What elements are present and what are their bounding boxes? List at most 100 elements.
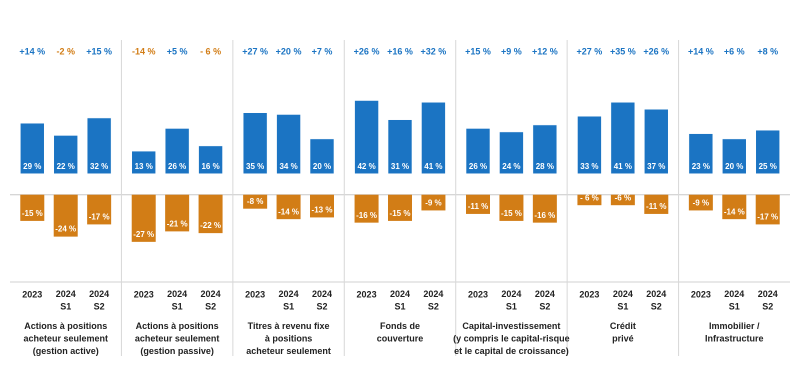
positive-label: 32 %	[90, 162, 108, 171]
positive-label: 16 %	[201, 162, 219, 171]
negative-bar	[198, 194, 223, 234]
net-label: - 6 %	[200, 46, 221, 56]
positive-label: 22 %	[57, 162, 75, 171]
period-label: 2023	[134, 289, 154, 299]
period-label: 2024 S2	[646, 289, 666, 312]
negative-label: -14 %	[278, 207, 299, 216]
period-label: 2023	[357, 289, 377, 299]
positive-bar	[421, 101, 446, 175]
net-label: +14 %	[688, 46, 714, 56]
period-label: 2024 S2	[535, 289, 555, 312]
net-label: -2 %	[56, 46, 75, 56]
positive-bar	[465, 128, 491, 175]
positive-bar	[721, 138, 747, 175]
group-label: Actions à positions acheteur seulement (ge…	[23, 321, 108, 356]
negative-label: - 6 %	[580, 193, 599, 202]
negative-label: -11 %	[468, 202, 488, 211]
net-label: +12 %	[532, 46, 558, 56]
negative-label: -13 %	[312, 206, 333, 215]
net-label: +6 %	[724, 46, 745, 56]
net-label: +15 %	[86, 46, 112, 56]
positive-label: 33 %	[580, 162, 598, 171]
positive-label: 35 %	[246, 162, 264, 171]
period-label: 2023	[468, 289, 488, 299]
negative-label: -24 %	[55, 225, 76, 234]
net-label: +5 %	[167, 46, 188, 56]
positive-bar	[643, 108, 669, 175]
period-label: 2023	[691, 289, 711, 299]
period-label: 2024 S1	[279, 289, 299, 312]
positive-bar	[19, 122, 45, 175]
group-label: Actions à positions acheteur seulement (ge…	[135, 321, 220, 356]
period-label: 2024 S2	[89, 289, 109, 312]
positive-label: 41 %	[424, 162, 442, 171]
positive-bar	[242, 112, 268, 175]
negative-label: -27 %	[133, 230, 154, 239]
period-label: 2024 S1	[613, 289, 633, 312]
negative-label: -15 %	[22, 209, 43, 218]
negative-bar	[243, 194, 268, 209]
negative-label: -14 %	[724, 207, 745, 216]
positive-label: 37 %	[647, 162, 665, 171]
negative-bar	[421, 194, 446, 211]
positive-label: 31 %	[391, 162, 409, 171]
negative-bar	[310, 194, 334, 218]
negative-label: -17 %	[89, 213, 110, 222]
positive-bar	[755, 129, 781, 175]
negative-label: -15 %	[501, 209, 522, 218]
period-label: 2024 S1	[724, 289, 744, 312]
net-label: +32 %	[421, 46, 447, 56]
net-label: +35 %	[610, 46, 636, 56]
negative-bar	[354, 194, 379, 223]
group-label: Crédit privé	[610, 321, 636, 344]
negative-bar	[20, 194, 45, 221]
negative-bar	[722, 194, 747, 220]
negative-bar	[388, 194, 412, 221]
period-label: 2024 S1	[501, 289, 521, 312]
period-label: 2023	[22, 289, 42, 299]
positive-bar	[86, 117, 112, 175]
positive-label: 42 %	[357, 162, 375, 171]
negative-bar	[688, 194, 713, 211]
positive-bar	[309, 138, 335, 175]
negative-bar	[755, 194, 780, 225]
period-label: 2024 S2	[758, 289, 778, 312]
positive-label: 24 %	[502, 162, 520, 171]
negative-bar	[610, 194, 635, 206]
negative-bar	[466, 194, 490, 214]
net-label: +20 %	[276, 46, 302, 56]
negative-bar	[532, 194, 557, 223]
negative-label: -21 %	[167, 219, 188, 228]
negative-label: -6 %	[615, 193, 631, 202]
period-label: 2024 S1	[390, 289, 410, 312]
positive-bar	[532, 124, 558, 175]
positive-label: 23 %	[692, 162, 710, 171]
period-label: 2024 S2	[312, 289, 332, 312]
negative-label: -9 %	[425, 199, 441, 208]
net-label: +9 %	[501, 46, 522, 56]
net-label: +15 %	[465, 46, 491, 56]
net-label: +7 %	[312, 46, 333, 56]
negative-label: -15 %	[390, 209, 411, 218]
negative-bar	[644, 194, 669, 214]
group-label: Capital-investissement (y compris le capi…	[453, 321, 570, 356]
positive-bar	[53, 135, 79, 175]
negative-bar	[131, 194, 156, 242]
group-label: Fonds de couverture	[377, 321, 424, 344]
positive-bar	[688, 133, 714, 175]
negative-bar	[87, 194, 112, 225]
net-label: +27 %	[577, 46, 603, 56]
negative-bar	[165, 194, 190, 232]
period-label: 2024 S1	[167, 289, 187, 312]
net-label: +8 %	[757, 46, 778, 56]
positive-label: 26 %	[168, 162, 186, 171]
positive-bar	[354, 100, 379, 175]
negative-label: -16 %	[534, 211, 555, 220]
net-label: +14 %	[19, 46, 45, 56]
positive-label: 34 %	[279, 162, 297, 171]
period-label: 2024 S2	[201, 289, 221, 312]
positive-bar	[198, 145, 223, 175]
negative-bar	[276, 194, 301, 220]
period-label: 2023	[245, 289, 265, 299]
positive-label: 25 %	[759, 162, 777, 171]
